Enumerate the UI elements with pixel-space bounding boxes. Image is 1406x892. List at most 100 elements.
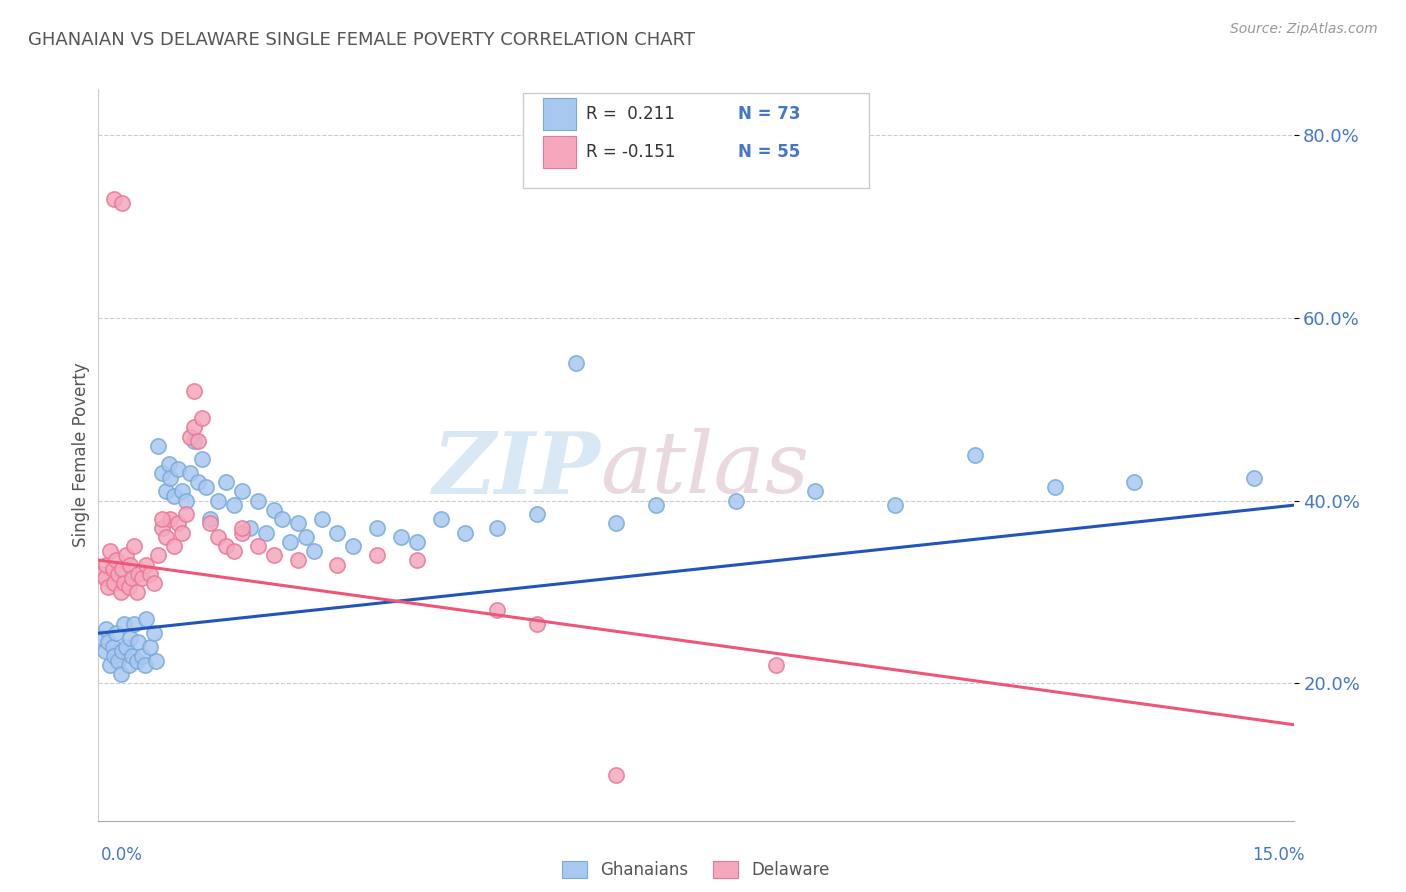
Point [115,549,138,563]
Point [231,484,253,499]
Point [526,617,548,632]
Point [103,649,125,664]
Text: R =  0.211: R = 0.211 [586,104,675,123]
Point [120,558,142,572]
Text: N = 73: N = 73 [738,104,800,123]
Point [91,631,114,645]
Point [287,553,309,567]
Point [125,585,148,599]
Point [183,384,205,398]
Point [155,484,177,499]
Point [134,658,156,673]
Point [167,461,190,475]
Point [485,521,508,535]
Point [111,644,134,658]
Point [366,521,388,535]
Point [103,192,125,206]
Point [104,553,127,567]
Point [605,516,627,531]
FancyBboxPatch shape [543,98,576,130]
Point [98,658,122,673]
Point [605,768,627,782]
Point [157,457,180,471]
Point [172,525,194,540]
Point [125,654,148,668]
Point [198,512,221,526]
Point [124,617,146,632]
Point [110,667,132,681]
Text: N = 55: N = 55 [738,144,800,161]
Point [174,508,197,522]
Point [97,581,120,595]
Point [246,539,269,553]
Point [804,484,827,499]
Point [127,635,149,649]
Point [91,566,114,581]
Y-axis label: Single Female Poverty: Single Female Poverty [72,363,90,547]
Point [139,566,162,581]
Point [278,534,301,549]
Text: GHANAIAN VS DELAWARE SINGLE FEMALE POVERTY CORRELATION CHART: GHANAIAN VS DELAWARE SINGLE FEMALE POVER… [28,31,695,49]
Point [263,503,285,517]
Point [139,640,162,654]
Point [231,521,253,535]
Point [131,571,153,585]
Point [430,512,453,526]
Point [150,512,173,526]
Point [112,576,135,591]
Point [326,558,349,572]
Point [98,544,122,558]
Point [96,622,118,636]
Point [207,530,229,544]
Point [215,475,238,490]
Point [311,512,333,526]
Point [96,558,118,572]
Point [195,480,218,494]
Point [270,512,292,526]
Text: ZIP: ZIP [433,428,600,511]
Point [179,430,201,444]
Point [645,498,668,512]
Point [263,549,285,563]
Text: R = -0.151: R = -0.151 [586,144,675,161]
Point [135,558,157,572]
Point [145,654,167,668]
Point [302,544,325,558]
Point [231,525,253,540]
Point [115,640,138,654]
Text: Source: ZipAtlas.com: Source: ZipAtlas.com [1230,22,1378,37]
Point [110,585,132,599]
Point [1123,475,1146,490]
Point [246,493,269,508]
Point [107,654,129,668]
Point [112,617,135,632]
Point [183,434,205,449]
Point [97,635,120,649]
Point [118,581,141,595]
Point [254,525,277,540]
Point [101,640,124,654]
Point [191,411,214,425]
Point [111,562,134,576]
Point [287,516,309,531]
Point [163,489,186,503]
Point [150,467,173,481]
Point [215,539,238,553]
Point [191,452,214,467]
Point [526,508,548,522]
Point [207,493,229,508]
Point [389,530,412,544]
Point [120,631,142,645]
FancyBboxPatch shape [523,93,869,188]
Point [222,498,245,512]
Point [963,448,986,462]
Point [148,439,170,453]
Point [167,516,190,531]
Point [294,530,316,544]
Point [187,475,209,490]
Point [148,549,170,563]
Point [1043,480,1066,494]
Point [222,544,245,558]
Point [342,539,364,553]
Point [187,434,209,449]
